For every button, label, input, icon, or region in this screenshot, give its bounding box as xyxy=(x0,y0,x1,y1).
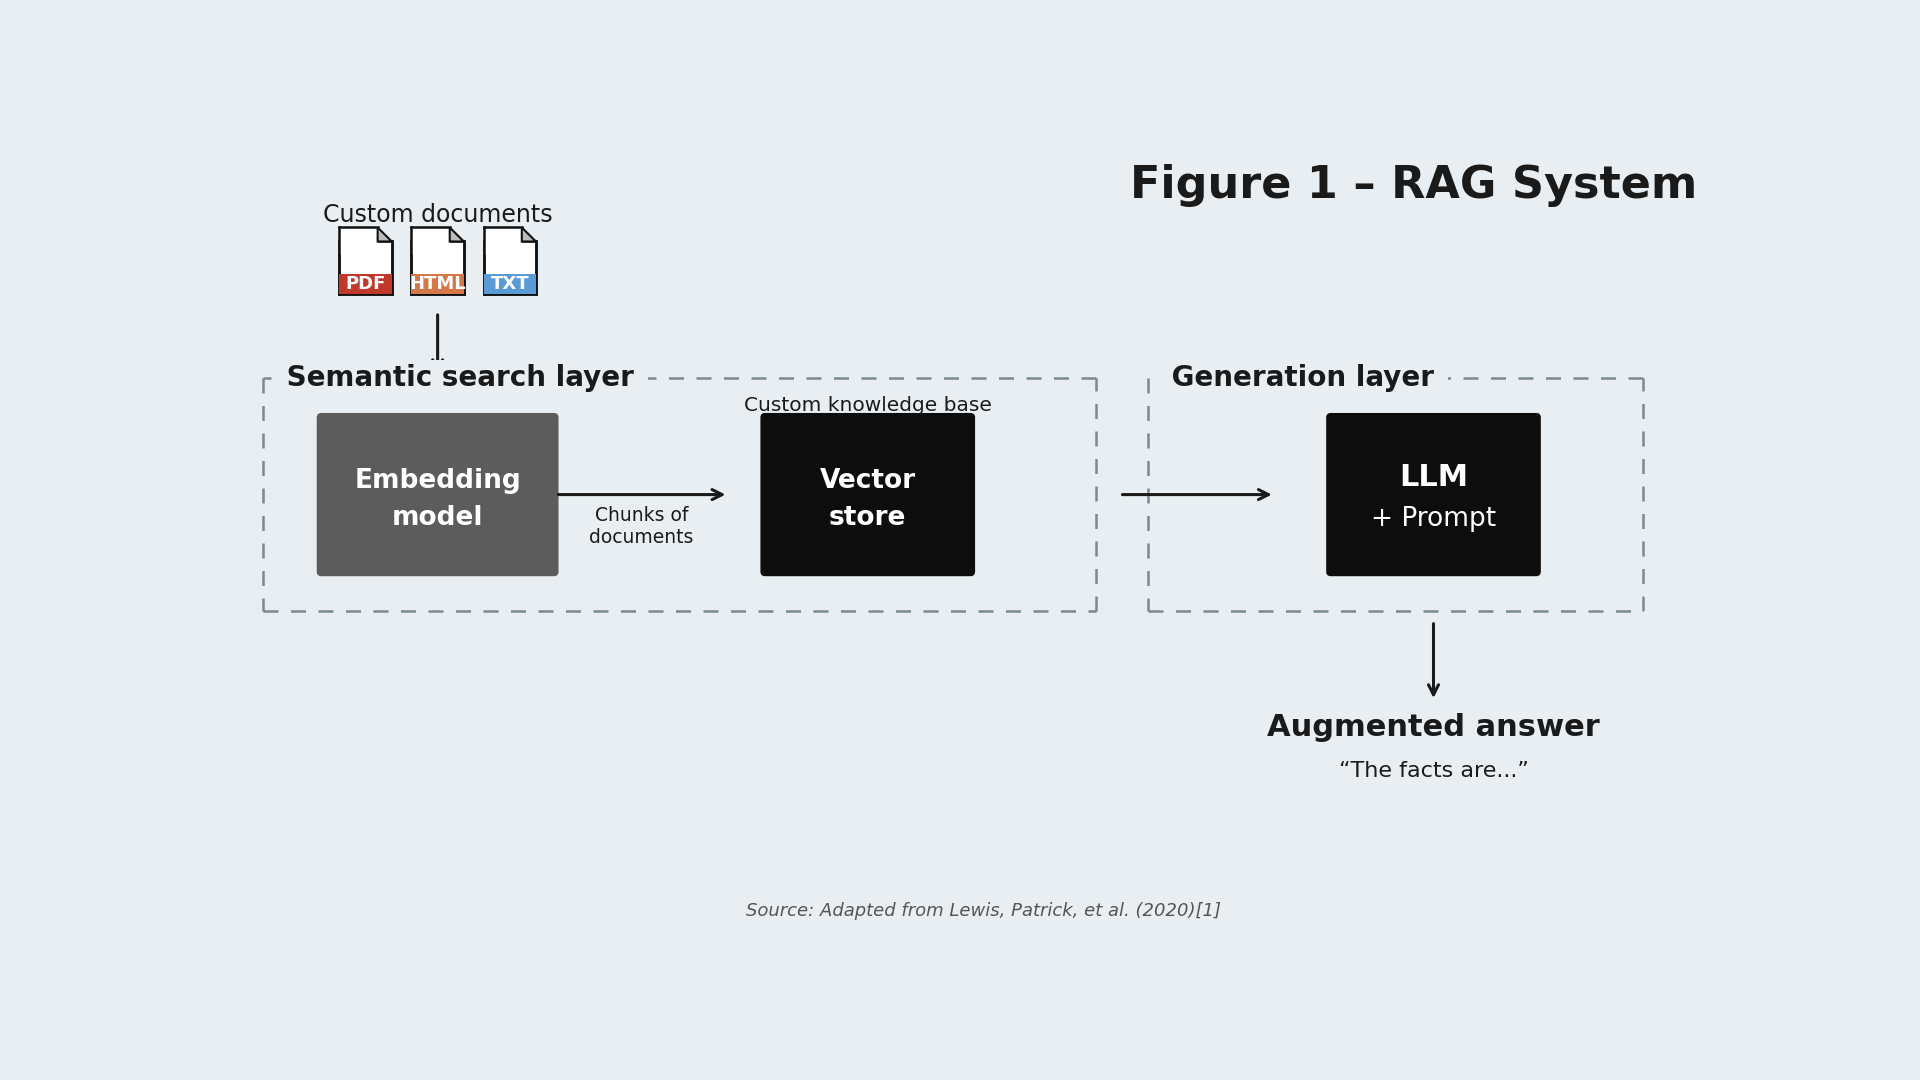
FancyBboxPatch shape xyxy=(340,228,378,256)
Text: “The facts are...”: “The facts are...” xyxy=(1338,761,1528,781)
Text: Custom documents: Custom documents xyxy=(323,203,553,227)
Text: Embedding: Embedding xyxy=(355,469,520,495)
Text: Generation layer: Generation layer xyxy=(1162,364,1444,392)
Text: Chunks of
documents: Chunks of documents xyxy=(589,507,693,548)
FancyBboxPatch shape xyxy=(411,228,449,256)
FancyBboxPatch shape xyxy=(340,273,392,294)
FancyBboxPatch shape xyxy=(484,273,536,294)
Polygon shape xyxy=(378,228,392,242)
Text: LLM: LLM xyxy=(1400,463,1469,492)
FancyBboxPatch shape xyxy=(411,273,465,294)
FancyBboxPatch shape xyxy=(760,413,975,577)
Polygon shape xyxy=(522,228,536,242)
Text: TXT: TXT xyxy=(490,274,530,293)
FancyBboxPatch shape xyxy=(484,242,536,294)
Text: Source: Adapted from Lewis, Patrick, et al. (2020)[1]: Source: Adapted from Lewis, Patrick, et … xyxy=(747,902,1221,920)
FancyBboxPatch shape xyxy=(1327,413,1542,577)
Text: Vector: Vector xyxy=(820,469,916,495)
Text: model: model xyxy=(392,504,484,530)
Text: store: store xyxy=(829,504,906,530)
Polygon shape xyxy=(449,228,465,242)
Text: + Prompt: + Prompt xyxy=(1371,507,1496,532)
FancyBboxPatch shape xyxy=(484,228,522,256)
Text: Custom knowledge base: Custom knowledge base xyxy=(743,395,993,415)
Text: HTML: HTML xyxy=(409,274,467,293)
FancyBboxPatch shape xyxy=(340,242,392,294)
Text: Figure 1 – RAG System: Figure 1 – RAG System xyxy=(1129,164,1697,207)
FancyBboxPatch shape xyxy=(317,413,559,577)
Text: Augmented answer: Augmented answer xyxy=(1267,713,1599,742)
Text: PDF: PDF xyxy=(346,274,386,293)
Text: Semantic search layer: Semantic search layer xyxy=(276,364,643,392)
FancyBboxPatch shape xyxy=(411,242,465,294)
